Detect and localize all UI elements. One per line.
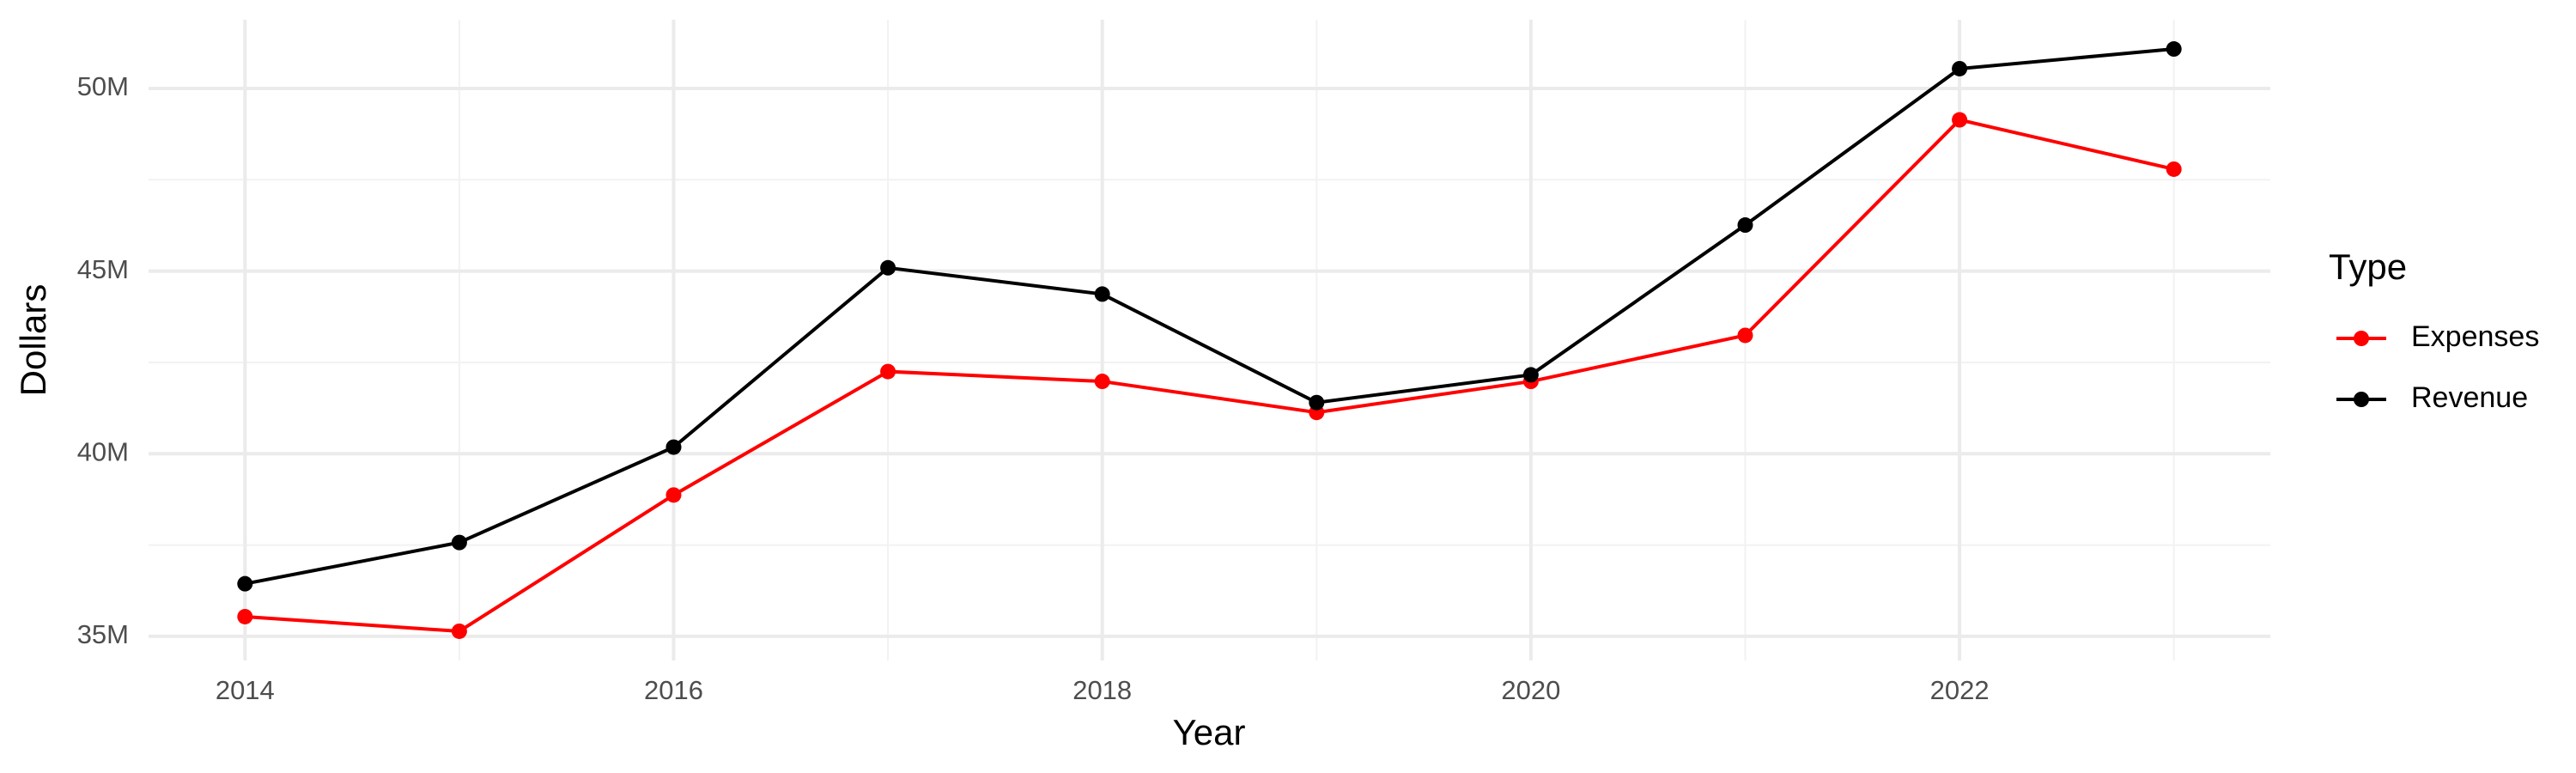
data-point bbox=[451, 534, 467, 551]
data-point bbox=[451, 623, 467, 639]
y-tick-label: 40M bbox=[77, 436, 129, 466]
legend-label: Expenses bbox=[2411, 320, 2539, 353]
data-point bbox=[880, 363, 896, 380]
x-tick-label: 2018 bbox=[1072, 675, 1132, 705]
x-tick-label: 2016 bbox=[644, 675, 703, 705]
data-point bbox=[1952, 112, 1968, 128]
legend-title: Type bbox=[2329, 247, 2407, 287]
data-point bbox=[1522, 367, 1539, 383]
data-point bbox=[237, 608, 253, 624]
legend-key-point bbox=[2354, 331, 2369, 346]
data-point bbox=[1737, 327, 1753, 344]
data-point bbox=[2166, 41, 2182, 58]
data-point bbox=[1952, 60, 1968, 76]
data-point bbox=[880, 259, 896, 276]
x-tick-label: 2014 bbox=[216, 675, 275, 705]
x-tick-label: 2022 bbox=[1930, 675, 1990, 705]
x-axis-title: Year bbox=[1173, 712, 1246, 752]
series-line bbox=[245, 118, 2175, 634]
data-point bbox=[1094, 286, 1110, 302]
y-axis-title: Dollars bbox=[13, 284, 53, 397]
legend-label: Revenue bbox=[2411, 381, 2528, 414]
data-point bbox=[1737, 217, 1753, 234]
data-point bbox=[665, 439, 682, 455]
series-line bbox=[244, 47, 2174, 586]
legend-key-point bbox=[2354, 392, 2369, 407]
data-point bbox=[1309, 394, 1325, 411]
data-point bbox=[665, 487, 682, 503]
data-point bbox=[2166, 161, 2182, 177]
y-tick-label: 35M bbox=[77, 619, 129, 649]
data-point bbox=[1094, 374, 1110, 390]
data-point bbox=[237, 575, 253, 592]
y-tick-label: 45M bbox=[77, 254, 129, 284]
y-tick-label: 50M bbox=[77, 71, 129, 101]
x-tick-label: 2020 bbox=[1501, 675, 1560, 705]
